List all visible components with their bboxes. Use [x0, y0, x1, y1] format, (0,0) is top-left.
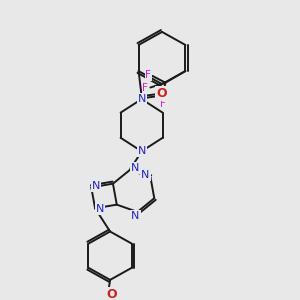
Text: O: O [156, 87, 167, 100]
Text: N: N [137, 94, 146, 104]
Text: N: N [137, 146, 146, 156]
Text: O: O [107, 288, 117, 300]
Text: N: N [131, 211, 140, 221]
Text: N: N [130, 163, 139, 173]
Text: F: F [142, 82, 148, 92]
Text: F: F [146, 70, 151, 80]
Text: N: N [141, 170, 150, 180]
Text: N: N [92, 182, 100, 191]
Text: N: N [96, 204, 104, 214]
Text: F: F [160, 99, 166, 109]
